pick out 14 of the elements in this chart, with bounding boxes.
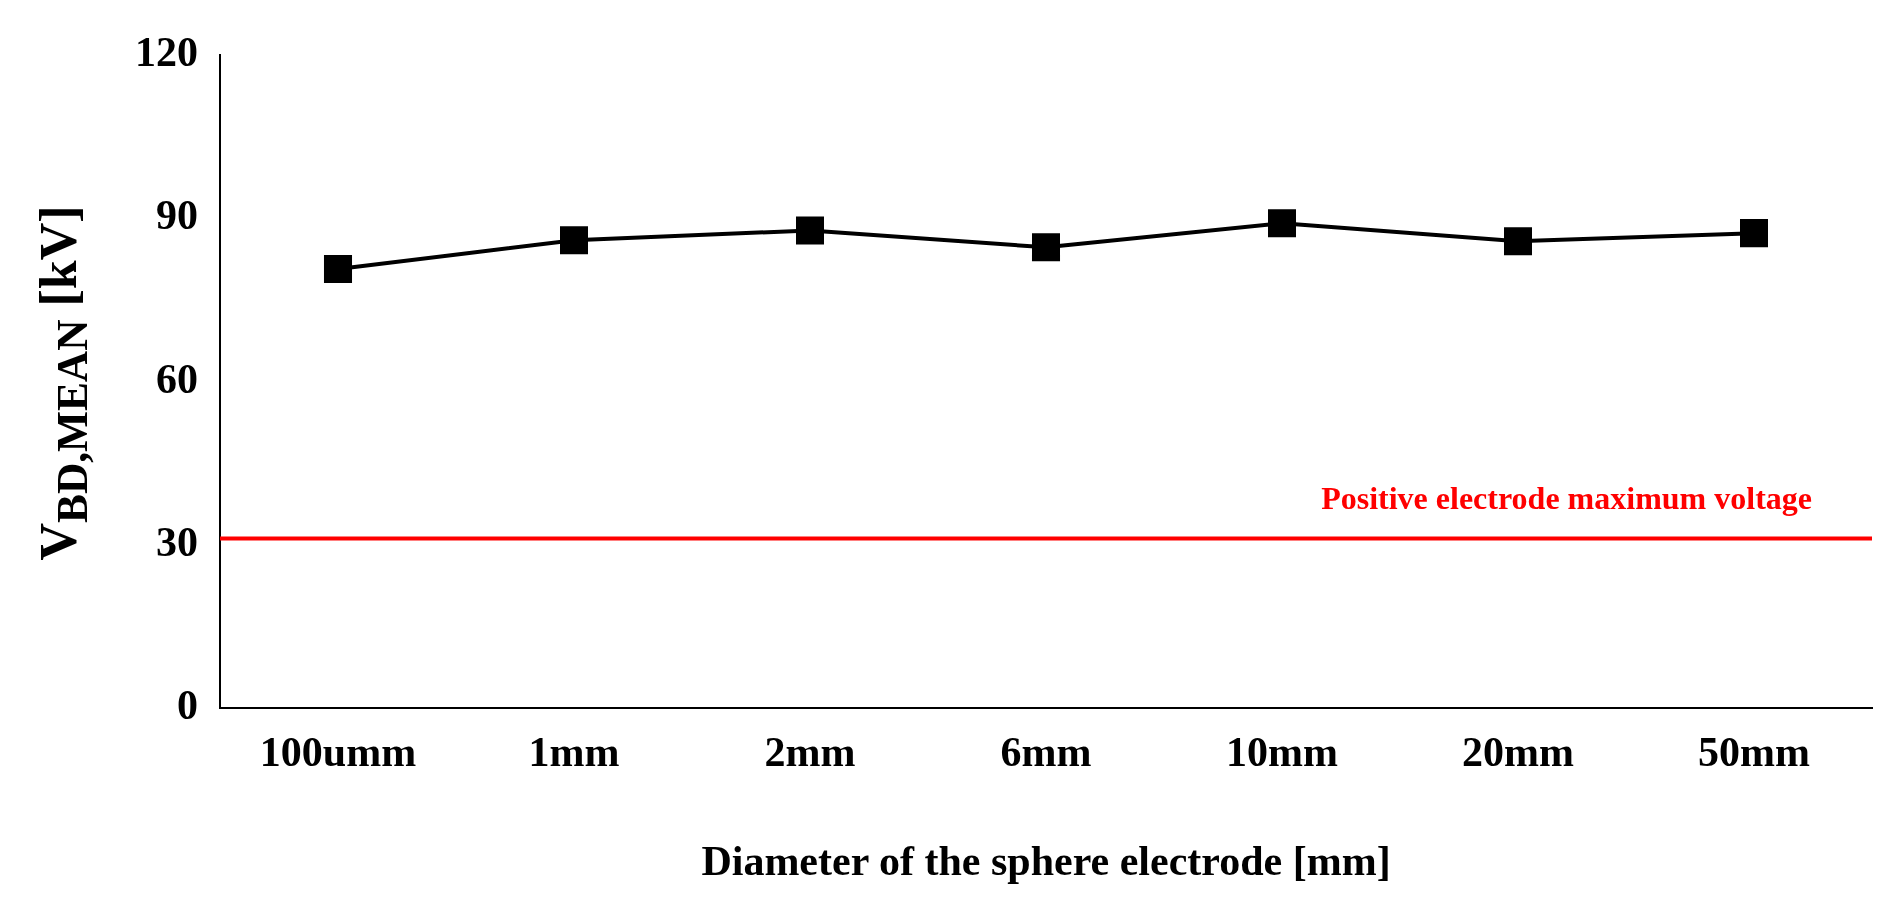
x-tick-label: 10mm [1226,729,1338,776]
x-tick-label: 1mm [528,729,620,776]
x-axis-title: Diameter of the sphere electrode [mm] [701,837,1391,884]
y-tick-label: 30 [156,518,198,565]
x-tick-label: 6mm [1000,729,1092,776]
x-tick-label: 100umm [259,729,417,776]
y-tick-label: 60 [156,355,198,402]
y-tick-label: 0 [177,682,198,729]
ref-line-label: Positive electrode maximum voltage [1321,479,1812,516]
x-tick-label: 20mm [1462,729,1574,776]
y-tick-label: 90 [156,192,198,239]
y-tick-label: 120 [135,29,198,76]
x-tick-label: 2mm [764,729,856,776]
x-tick-label: 50mm [1698,729,1810,776]
